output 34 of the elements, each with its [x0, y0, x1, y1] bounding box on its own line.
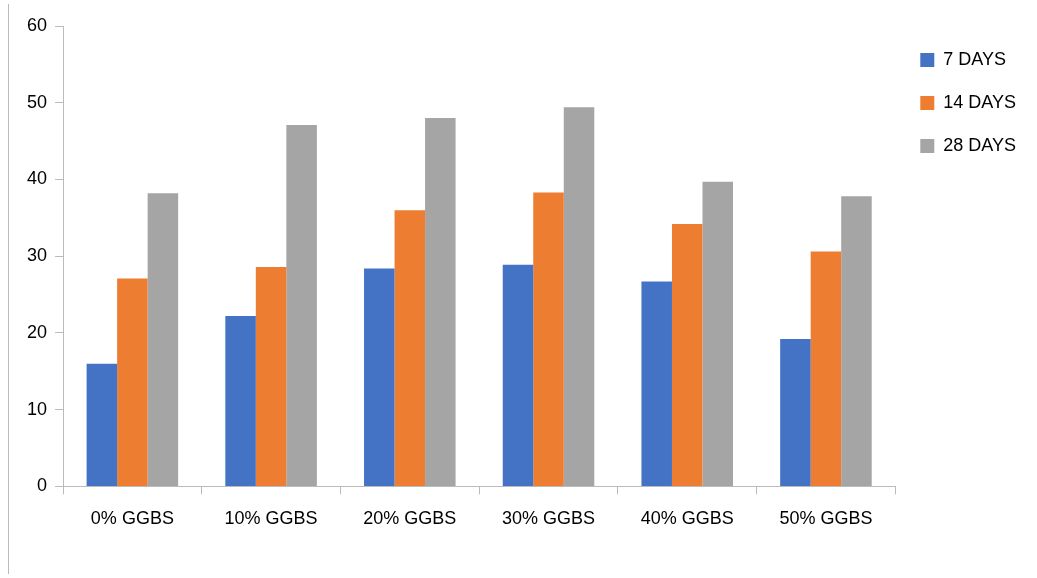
bar: [255, 266, 287, 486]
x-tick-label: 40% GGBS: [640, 508, 734, 529]
y-tick-label: 60: [26, 14, 48, 35]
bar: [671, 223, 703, 486]
bar: [425, 118, 456, 486]
bar: [702, 181, 733, 486]
legend-label: 14 DAYS: [943, 91, 1016, 112]
bar: [147, 193, 179, 486]
legend-label: 28 DAYS: [943, 134, 1016, 155]
bar: [641, 281, 672, 486]
bar: [394, 210, 426, 486]
y-tick-label: 30: [26, 245, 48, 266]
y-tick-label: 20: [26, 321, 48, 342]
bar: [117, 278, 148, 486]
y-tick-label: 40: [26, 168, 48, 189]
bar: [502, 264, 534, 486]
legend-label: 7 DAYS: [943, 48, 1006, 69]
y-tick-label: 0: [37, 475, 48, 496]
x-tick-label: 30% GGBS: [501, 508, 596, 529]
bar: [563, 107, 595, 486]
x-tick-label: 20% GGBS: [363, 508, 457, 529]
bar: [225, 316, 256, 486]
bar: [533, 192, 564, 486]
bar: [780, 339, 811, 486]
bar: [810, 251, 842, 486]
bar: [364, 268, 395, 486]
y-tick-label: 10: [26, 398, 48, 419]
bar: [286, 124, 317, 486]
x-tick-label: 50% GGBS: [779, 508, 873, 529]
bar: [86, 363, 118, 486]
x-tick-label: 0% GGBS: [90, 508, 174, 529]
bar: [841, 196, 872, 486]
y-tick-label: 50: [26, 91, 48, 112]
x-tick-label: 10% GGBS: [224, 508, 318, 529]
